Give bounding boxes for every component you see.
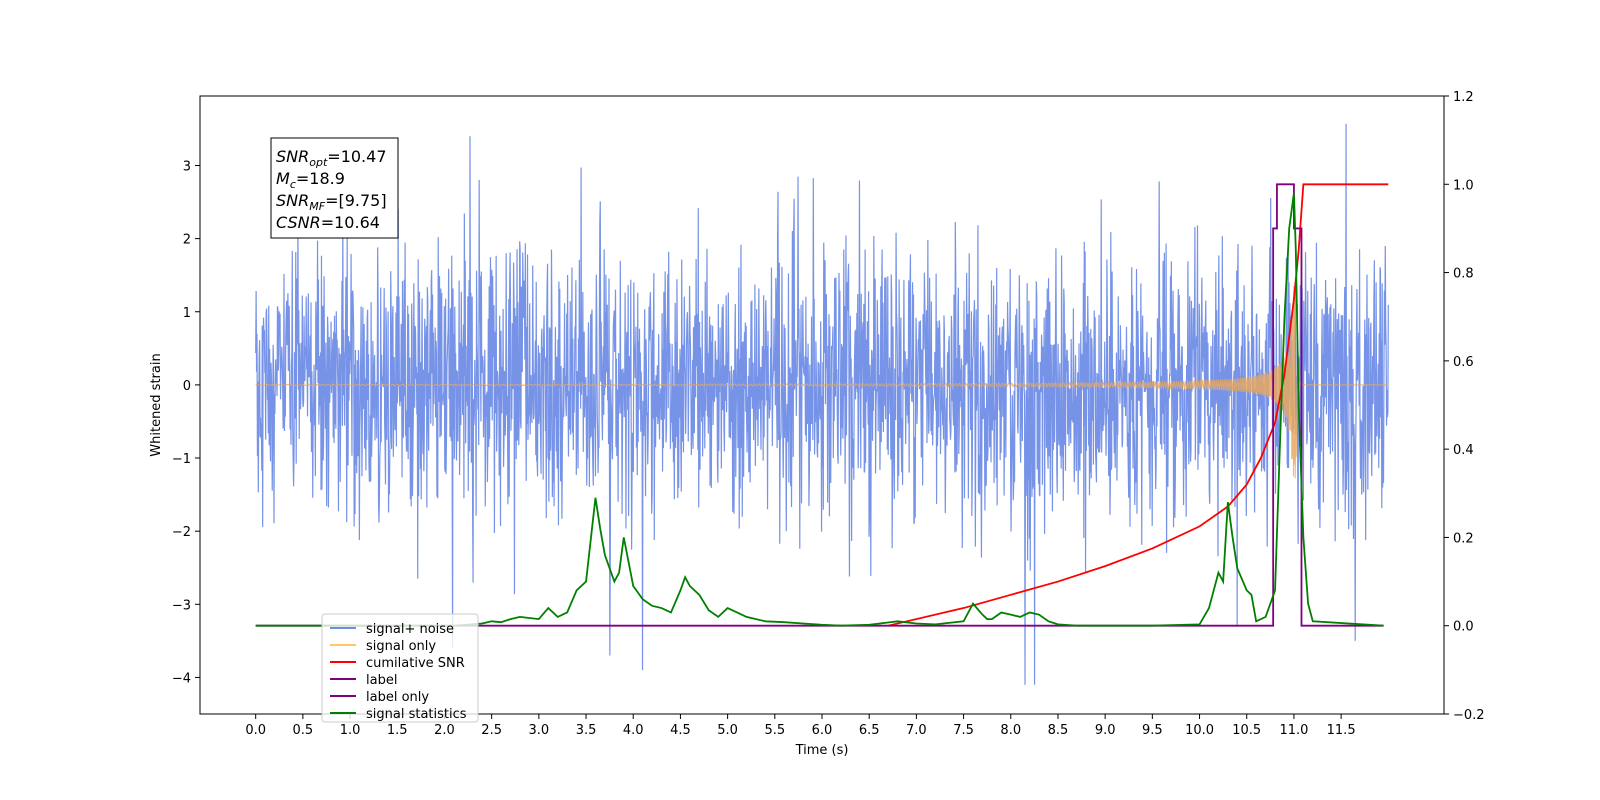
- annotation-value: =18.9: [296, 169, 345, 188]
- legend-entry-label: signal only: [366, 639, 436, 654]
- annotation-value: =[9.75]: [325, 191, 387, 210]
- x-tick-label: 0.0: [245, 723, 266, 738]
- x-tick-label: 1.0: [340, 723, 361, 738]
- x-axis: 0.0 0.5 1.0 1.5 2.0 2.5 3.0 3.5 4.0 4.5 5.0 5.5 6.0 6…: [245, 714, 1356, 738]
- x-tick-label: 1.5: [387, 723, 408, 738]
- x-tick-label: 5.0: [717, 723, 738, 738]
- snr-annotation-box: SNRopt=10.47Mc=18.9SNRMF=[9.75]CSNR=10.6…: [270, 137, 399, 239]
- x-tick-label: 7.5: [953, 723, 974, 738]
- x-tick-label: 6.5: [859, 723, 880, 738]
- legend-entry-label: cumilative SNR: [366, 656, 465, 671]
- x-tick-label: 2.0: [434, 723, 455, 738]
- legend-entry-label: signal+ noise: [366, 622, 454, 637]
- annotation-value: =10.64: [321, 213, 380, 232]
- y-right-tick-label: 0.0: [1453, 620, 1474, 635]
- x-tick-label: 3.5: [576, 723, 597, 738]
- legend-entry-label: label only: [366, 690, 429, 705]
- annotation-line: CSNR=10.64: [276, 213, 380, 232]
- y-axis-label: Whitened strain: [149, 353, 164, 456]
- annotation-subscript: MF: [309, 200, 325, 213]
- y-axis-right: 1.2 1.0 0.8 0.6 0.4 0.2 0.0 −0.2: [1444, 90, 1485, 723]
- x-tick-label: 9.0: [1095, 723, 1116, 738]
- series-signal-noise-line: [255, 123, 1389, 685]
- x-tick-label: 4.5: [670, 723, 691, 738]
- x-tick-label: 7.0: [906, 723, 927, 738]
- y-right-tick-label: 0.8: [1453, 267, 1474, 282]
- legend-frame: [321, 613, 479, 723]
- y-left-tick-label: 2: [183, 233, 191, 248]
- x-tick-label: 2.5: [481, 723, 502, 738]
- annotation-frame: [270, 137, 399, 239]
- x-axis-label: Time (s): [795, 743, 849, 758]
- series-signal-statistics-line: [255, 192, 1384, 627]
- annotation-subscript: c: [290, 178, 296, 191]
- x-tick-label: 9.5: [1142, 723, 1163, 738]
- annotation-subscript: opt: [309, 156, 328, 169]
- annotation-value: =10.47: [327, 147, 386, 166]
- y-left-tick-label: 0: [183, 379, 191, 394]
- annotation-symbol: SNR: [276, 147, 309, 166]
- x-tick-label: 5.5: [764, 723, 785, 738]
- x-tick-label: 10.5: [1232, 723, 1261, 738]
- y-right-tick-label: −0.2: [1453, 708, 1485, 723]
- series-label-line: [255, 183, 1384, 627]
- y-right-tick-label: 1.2: [1453, 90, 1474, 105]
- y-left-tick-label: −2: [172, 525, 191, 540]
- legend-entry-label: signal statistics: [366, 707, 467, 722]
- x-tick-label: 11.5: [1327, 723, 1356, 738]
- series-signal-only-line: [255, 286, 1389, 479]
- y-left-tick-label: 1: [183, 306, 191, 321]
- y-left-tick-label: −3: [172, 598, 191, 613]
- plot-area: [255, 123, 1389, 685]
- y-left-tick-label: 3: [183, 159, 191, 174]
- y-axis-left: 3 2 1 0 −1 −2 −3 −4: [172, 159, 200, 686]
- x-tick-label: 6.0: [812, 723, 833, 738]
- y-left-tick-label: −4: [172, 671, 191, 686]
- x-tick-label: 8.0: [1000, 723, 1021, 738]
- annotation-line: SNRMF=[9.75]: [276, 191, 387, 213]
- annotation-line: SNRopt=10.47: [276, 147, 387, 169]
- y-right-tick-label: 0.4: [1453, 443, 1474, 458]
- annotation-symbol: CSNR: [276, 213, 321, 232]
- x-tick-label: 4.0: [623, 723, 644, 738]
- legend-entry-label: label: [366, 673, 397, 688]
- x-tick-label: 11.0: [1279, 723, 1308, 738]
- x-tick-label: 8.5: [1048, 723, 1069, 738]
- y-left-tick-label: −1: [172, 452, 191, 467]
- x-tick-label: 3.0: [528, 723, 549, 738]
- y-right-tick-label: 0.2: [1453, 531, 1474, 546]
- annotation-symbol: SNR: [276, 191, 309, 210]
- legend: signal+ noise signal only cumilative SNR la…: [321, 613, 479, 723]
- x-tick-label: 0.5: [293, 723, 314, 738]
- annotation-line: Mc=18.9: [276, 169, 345, 191]
- annotation-symbol: M: [276, 169, 290, 188]
- y-right-tick-label: 0.6: [1453, 355, 1474, 370]
- x-tick-label: 10.0: [1185, 723, 1214, 738]
- y-right-tick-label: 1.0: [1453, 178, 1474, 193]
